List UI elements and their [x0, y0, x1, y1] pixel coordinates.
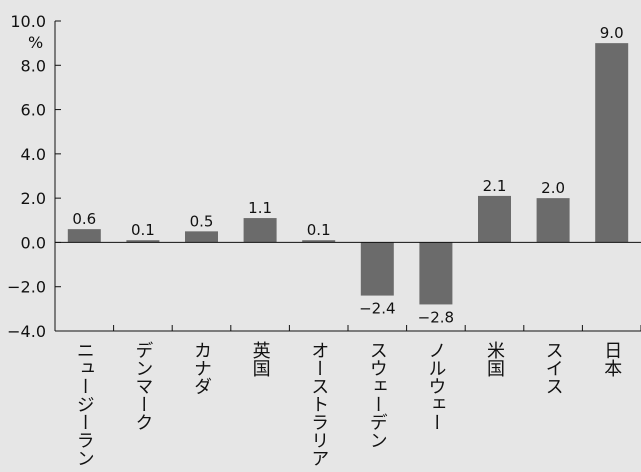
data-label: −2.8 — [418, 308, 454, 326]
x-tick-label: 日本 — [601, 341, 622, 377]
y-tick-label: 4.0 — [21, 145, 46, 164]
data-label: 1.1 — [248, 199, 272, 217]
y-tick-label: 10.0 — [10, 12, 46, 31]
y-tick-label: −2.0 — [7, 278, 46, 297]
bar — [67, 229, 101, 243]
bar — [126, 240, 160, 243]
data-label: 2.0 — [541, 179, 565, 197]
data-label: 0.1 — [131, 221, 155, 239]
y-tick-label: 0.0 — [21, 233, 46, 252]
data-label: 9.0 — [600, 24, 624, 42]
bar — [360, 242, 394, 296]
x-tick-label: ノルウェー — [425, 341, 446, 431]
x-tick-label: オーストラリア — [308, 341, 329, 467]
bar — [243, 218, 277, 243]
bar — [536, 198, 570, 243]
x-tick-label: デンマーク — [132, 341, 153, 431]
bar — [478, 195, 511, 243]
y-tick-label: 6.0 — [21, 101, 46, 120]
y-axis: 10.0 8.0 6.0 4.0 2.0 0.0 −2.0 −4.0 — [7, 12, 61, 341]
bar — [419, 242, 453, 305]
unit-label: % — [28, 33, 43, 52]
x-tick-label: 米国 — [484, 341, 505, 377]
x-tick-label: ニュージーランド — [74, 341, 95, 468]
data-label: 0.5 — [190, 212, 214, 230]
y-tick-label: 8.0 — [21, 56, 46, 75]
bar — [302, 240, 336, 243]
bar — [185, 231, 218, 243]
data-label: 0.1 — [307, 221, 331, 239]
y-tick-label: −4.0 — [7, 322, 46, 341]
data-label: 0.6 — [72, 210, 96, 228]
x-tick-label: スウェーデン — [367, 341, 388, 449]
x-tick-label: 英国 — [250, 341, 271, 377]
bar — [595, 43, 629, 243]
bars: 0.6 0.1 0.5 1.1 0.1 −2.4 −2.8 2.1 2.0 9.0 — [67, 24, 629, 326]
data-label: 2.1 — [483, 177, 507, 195]
x-tick-label: スイス — [543, 341, 564, 395]
x-axis: ニュージーランド デンマーク カナダ 英国 オーストラリア スウェーデン ノルウェー 米国 スイ… — [55, 241, 641, 472]
data-label: −2.4 — [359, 300, 395, 318]
x-tick-label: カナダ — [191, 341, 212, 395]
y-tick-label: 2.0 — [21, 189, 46, 208]
